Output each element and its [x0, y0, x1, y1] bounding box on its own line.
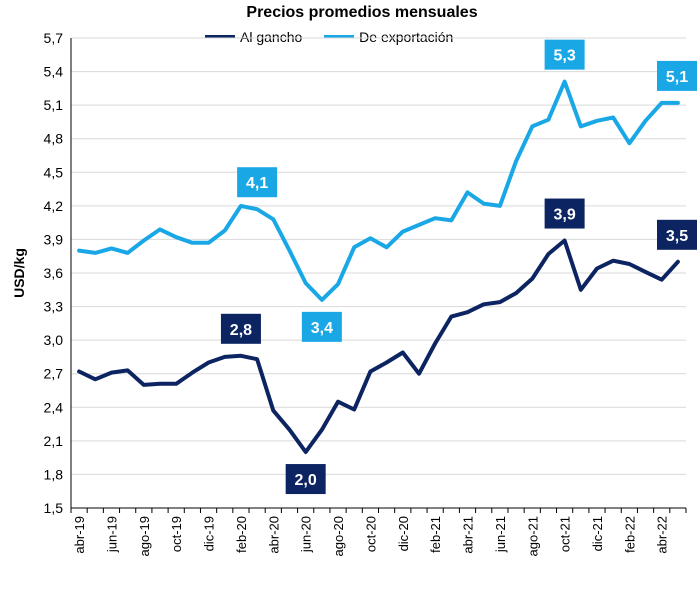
x-tick-label: abr-19: [72, 516, 87, 554]
series-line-de-exportacion: [77, 79, 680, 302]
legend-swatch-al-gancho: [205, 35, 235, 38]
legend-item-de-exportacion: De exportación: [324, 29, 453, 45]
chart-title: Precios promedios mensuales: [246, 4, 478, 21]
legend-label-al-gancho: Al gancho: [240, 28, 303, 45]
y-tick-label: 5,7: [44, 30, 64, 46]
y-tick-label: 3,3: [44, 299, 64, 315]
y-axis-title: USD/kg: [11, 248, 27, 298]
data-label-box: [285, 464, 326, 495]
x-tick-label: jun-20: [299, 516, 314, 553]
x-tick-label: oct-21: [558, 516, 573, 552]
x-tick-label: dic-19: [202, 516, 217, 551]
data-label-box: [544, 39, 585, 70]
legend-swatch-de-exportacion: [324, 35, 355, 38]
legend-item-al-gancho: Al gancho: [205, 29, 302, 45]
legend-label-de-exportacion: De exportación: [359, 28, 454, 45]
x-tick-label: dic-20: [396, 516, 411, 551]
x-tick-label: jun-21: [493, 516, 508, 553]
x-tick-label: oct-20: [363, 516, 378, 552]
y-tick-label: 3,0: [44, 332, 64, 348]
data-label: 2,0: [295, 472, 317, 489]
data-label-box: [657, 219, 697, 250]
x-tick-label: jun-19: [104, 516, 119, 553]
x-tick-label: abr-20: [266, 516, 281, 554]
data-label: 3,9: [553, 207, 575, 224]
x-tick-label: feb-22: [622, 516, 637, 553]
y-tick-label: 2,7: [44, 366, 64, 382]
data-label: 5,1: [666, 69, 688, 86]
data-label: 3,5: [666, 228, 688, 245]
x-tick-label: oct-19: [169, 516, 184, 552]
y-tick-label: 1,8: [44, 466, 64, 482]
data-label-box: [301, 311, 342, 342]
data-label-box: [237, 167, 278, 198]
data-label: 3,4: [311, 320, 333, 337]
data-label-box: [220, 313, 261, 344]
y-tick-label: 3,9: [44, 231, 64, 247]
y-tick-label: 4,8: [44, 131, 64, 147]
y-tick-label: 1,5: [44, 500, 64, 516]
data-label: 2,8: [230, 322, 252, 339]
data-label-box: [657, 60, 697, 91]
x-tick-label: feb-21: [428, 516, 443, 553]
x-tick-label: feb-20: [234, 516, 249, 553]
legend: Al gancho De exportación: [205, 25, 471, 45]
y-tick-label: 2,1: [44, 433, 64, 449]
y-tick-label: 5,4: [44, 64, 64, 80]
x-tick-label: abr-21: [461, 516, 476, 554]
y-tick-label: 4,2: [44, 198, 64, 214]
y-tick-label: 3,6: [44, 265, 64, 281]
data-label: 5,3: [553, 48, 575, 65]
data-label: 4,1: [246, 175, 268, 192]
x-tick-label: ago-19: [137, 516, 152, 556]
x-tick-label: ago-21: [525, 516, 540, 556]
y-tick-label: 2,4: [44, 399, 64, 415]
series-line-al-gancho: [77, 238, 680, 454]
y-tick-label: 4,5: [44, 164, 64, 180]
y-tick-label: 5,1: [44, 97, 64, 113]
x-tick-label: ago-20: [331, 516, 346, 556]
x-tick-label: dic-21: [590, 516, 605, 551]
data-label-box: [544, 198, 585, 229]
x-tick-label: abr-22: [655, 516, 670, 554]
